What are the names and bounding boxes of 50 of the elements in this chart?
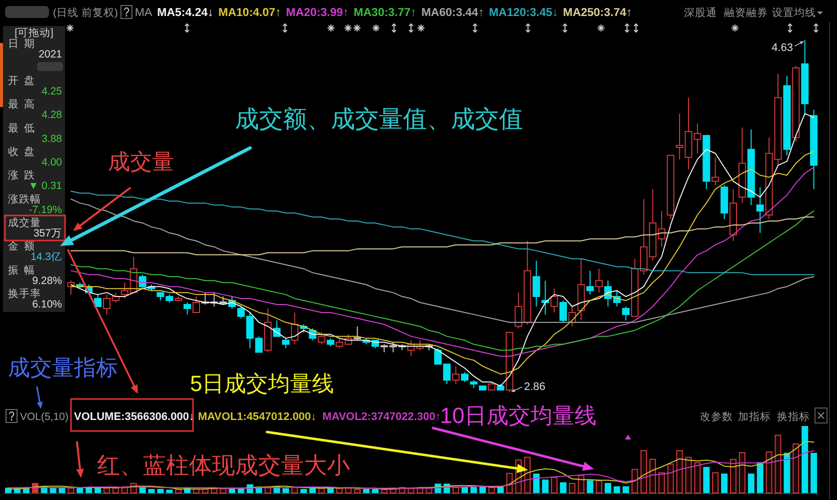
annotation: 成交量指标: [8, 355, 118, 380]
text: MAVOL1:4547012.000↓: [198, 411, 316, 423]
annotation: 成交额、成交量值、成交值: [235, 106, 523, 133]
annotation: 10日成交均量线: [440, 403, 596, 428]
annotation: 红、蓝柱体现成交量大小: [97, 452, 350, 478]
text: MAVOL2:3747022.300↑: [322, 411, 441, 423]
text: [可拖动]: [14, 27, 54, 39]
text: MA120:3.45↓: [488, 7, 558, 19]
annotation: 日期: [8, 38, 35, 50]
annotation: 收盘: [8, 146, 35, 158]
chart-title: (日线 前复权): [53, 6, 118, 19]
annotation: 4.25: [42, 86, 62, 98]
annotation: 14.3亿: [30, 251, 62, 264]
text: MA5:4.24↓: [157, 7, 214, 19]
annotation: 4.00: [42, 156, 62, 169]
annotation: 成交量: [108, 149, 174, 174]
annotation: 5日成交均量线: [190, 371, 334, 396]
annotation: 3.88: [42, 132, 62, 145]
text: MA60:3.44↑: [421, 7, 484, 19]
text: 加指标: [738, 410, 771, 423]
text: 改参数: [700, 410, 733, 423]
chart-title: VOL(5,10): [20, 411, 68, 423]
legend-title: MA: [134, 7, 152, 19]
annotation: 开盘: [8, 75, 35, 87]
annotation: 换手率: [8, 287, 41, 300]
annotation: 涨跌幅: [8, 193, 41, 206]
text: VOLUME:3566306.000↓: [74, 411, 194, 423]
annotation: 6.10%: [32, 298, 62, 311]
annotation: 金额: [8, 240, 35, 253]
annotation: 振幅: [8, 264, 35, 276]
annotation: 357万: [33, 228, 62, 240]
annotation: 最低: [8, 122, 35, 134]
annotation: 成交量: [8, 216, 41, 230]
annotation: 涨跌: [8, 170, 35, 182]
annotation: 2.86: [524, 381, 546, 393]
annotation: ▼ 0.31: [28, 180, 62, 192]
text: MA30:3.77↑: [354, 7, 416, 19]
annotation: 最高: [8, 98, 35, 111]
annotation: 2021: [38, 48, 62, 60]
annotation: 4.63: [772, 42, 793, 54]
text: 深股通: [684, 6, 717, 19]
text: 换指标: [777, 411, 810, 423]
text: MA250:3.74↑: [562, 7, 632, 19]
text: MA20:3.99↑: [286, 7, 349, 19]
text: 融资融券: [724, 6, 768, 19]
annotation: 9.28%: [32, 274, 62, 287]
annotation: -7.19%: [28, 204, 62, 216]
annotation: 4.28: [42, 109, 62, 122]
text: MA10:4.07↑: [218, 7, 282, 19]
text: 设置均线: [772, 6, 816, 19]
